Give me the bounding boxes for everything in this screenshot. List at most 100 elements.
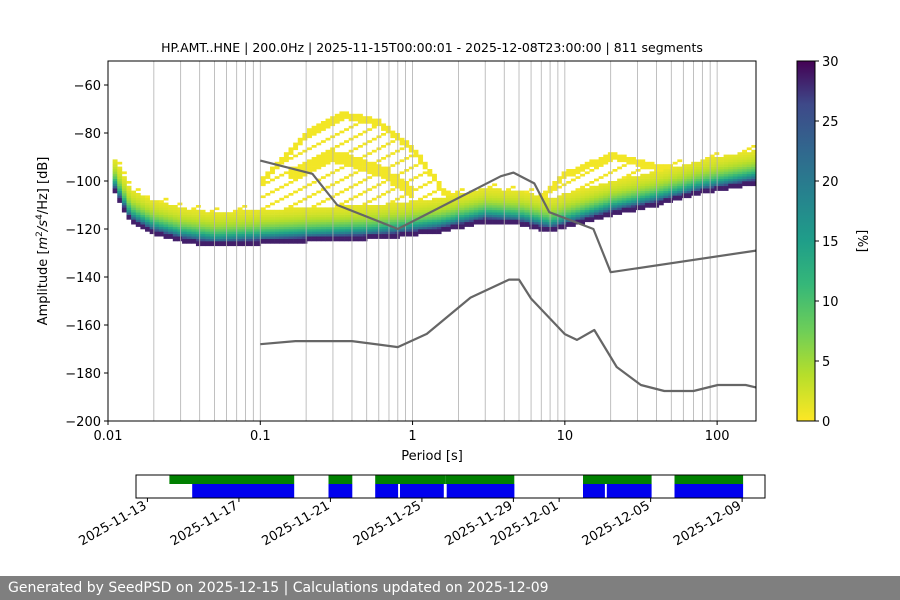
heatmap-cell [344,116,349,119]
heatmap-cell [617,195,623,199]
heatmap-cell [385,142,391,146]
heatmap-cell [635,205,641,208]
heatmap-cell [408,147,414,151]
heatmap-cell [163,205,169,208]
heatmap-cell [635,202,641,206]
heatmap-cell [390,217,396,220]
heatmap-cell [283,159,289,163]
heatmap-cell [668,195,673,199]
heatmap-cell [219,233,225,237]
heatmap-cell [381,207,387,211]
heatmap-cell [408,224,414,227]
heatmap-cell [575,207,581,211]
heatmap-cell [732,173,738,177]
heatmap-cell [700,183,706,187]
heatmap-cell [195,236,201,239]
heatmap-cell [283,229,289,232]
heatmap-cell [473,205,479,208]
heatmap-cell [209,226,215,230]
heatmap-cell [631,205,636,208]
heatmap-cell [270,166,275,170]
heatmap-cell [510,197,516,201]
heatmap-cell [256,241,262,244]
heatmap-cell [256,231,262,235]
heatmap-cell [121,200,127,203]
heatmap-cell [399,231,405,235]
colorbar-tick-label: 0 [822,415,830,430]
heatmap-cell [427,224,433,227]
psd-plot: 0.01 0.1 1 10 100 −200−180−160−140−120−100−8… [65,60,757,444]
heatmap-cell [695,169,701,172]
heatmap-cell [126,214,132,218]
heatmap-cell [371,149,377,153]
heatmap-cell [635,193,641,196]
heatmap-cell [640,161,646,165]
heatmap-cell [232,219,238,223]
heatmap-cell [242,233,248,237]
heatmap-cell [390,135,396,139]
heatmap-cell [603,188,609,191]
heatmap-cell [232,221,238,225]
heatmap-cell [209,236,215,239]
heatmap-cell [529,202,535,206]
heatmap-cell [297,221,303,225]
heatmap-cell [385,176,391,179]
heatmap-cell [270,171,275,175]
heatmap-cell [362,166,368,170]
heatmap-cell [737,176,743,179]
heatmap-cell [658,178,664,182]
heatmap-cell [260,183,266,187]
heatmap-cell [737,157,743,160]
heatmap-cell [274,212,280,215]
heatmap-cell [450,202,456,206]
heatmap-cell [140,226,146,230]
heatmap-cell [700,171,706,175]
heatmap-cell [700,181,706,184]
heatmap-cell [353,171,359,175]
heatmap-cell [445,193,451,196]
heatmap-cell [617,193,623,196]
heatmap-cell [348,207,354,211]
heatmap-cell [293,202,299,206]
heatmap-cell [589,164,595,167]
heatmap-cell [371,185,377,189]
heatmap-cell [663,164,669,167]
heatmap-cell [242,236,248,239]
heatmap-cell [533,214,539,218]
heatmap-cell [718,159,724,163]
heatmap-cell [357,133,363,136]
heatmap-cell [473,202,479,206]
heatmap-cell [288,233,294,237]
heatmap-cell [478,193,484,196]
heatmap-cell [195,219,201,223]
heatmap-cell [718,171,724,175]
heatmap-cell [344,205,349,208]
heatmap-cell [348,238,354,242]
heatmap-cell [621,202,627,206]
heatmap-cell [307,207,312,211]
heatmap-cell [302,135,308,139]
heatmap-cell [594,190,599,194]
heatmap-cell [265,231,271,235]
heatmap-cell [561,171,567,175]
heatmap-cell [413,214,419,218]
heatmap-cell [496,202,502,206]
heatmap-cell [496,209,502,213]
heatmap-cell [293,214,299,218]
heatmap-cell [737,178,743,182]
heatmap-cell [316,238,322,242]
heatmap-cell [367,207,373,211]
heatmap-cell [510,214,516,218]
heatmap-cell [325,221,331,225]
heatmap-cell [570,200,576,203]
heatmap-cell [718,183,724,187]
heatmap-cell [186,236,192,239]
heatmap-cell [279,231,285,235]
heatmap-cell [746,147,752,151]
heatmap-cell [353,157,359,160]
heatmap-cell [723,161,729,165]
heatmap-cell [209,219,215,223]
heatmap-cell [367,205,373,208]
heatmap-cell [556,221,562,225]
heatmap-cell [182,226,187,230]
